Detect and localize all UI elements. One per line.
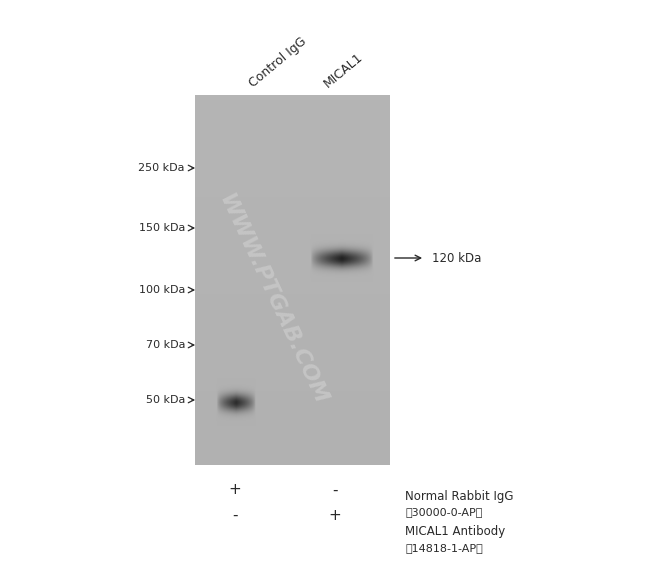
Text: 150 kDa: 150 kDa — [138, 223, 185, 233]
Text: （14818-1-AP）: （14818-1-AP） — [405, 543, 483, 553]
Text: （30000-0-AP）: （30000-0-AP） — [405, 507, 482, 517]
Text: -: - — [232, 508, 238, 522]
Text: Normal Rabbit IgG: Normal Rabbit IgG — [405, 490, 514, 503]
Text: 100 kDa: 100 kDa — [138, 285, 185, 295]
Text: 70 kDa: 70 kDa — [146, 340, 185, 350]
Text: 250 kDa: 250 kDa — [138, 163, 185, 173]
Text: MICAL1: MICAL1 — [322, 50, 365, 90]
Text: Control IgG: Control IgG — [246, 35, 309, 90]
Text: 50 kDa: 50 kDa — [146, 395, 185, 405]
Text: 120 kDa: 120 kDa — [432, 251, 482, 265]
Text: MICAL1 Antibody: MICAL1 Antibody — [405, 525, 505, 538]
Text: WWW.PTGAB.COM: WWW.PTGAB.COM — [215, 191, 330, 409]
Text: -: - — [332, 483, 338, 498]
Text: +: + — [329, 508, 341, 522]
Text: +: + — [229, 483, 241, 498]
